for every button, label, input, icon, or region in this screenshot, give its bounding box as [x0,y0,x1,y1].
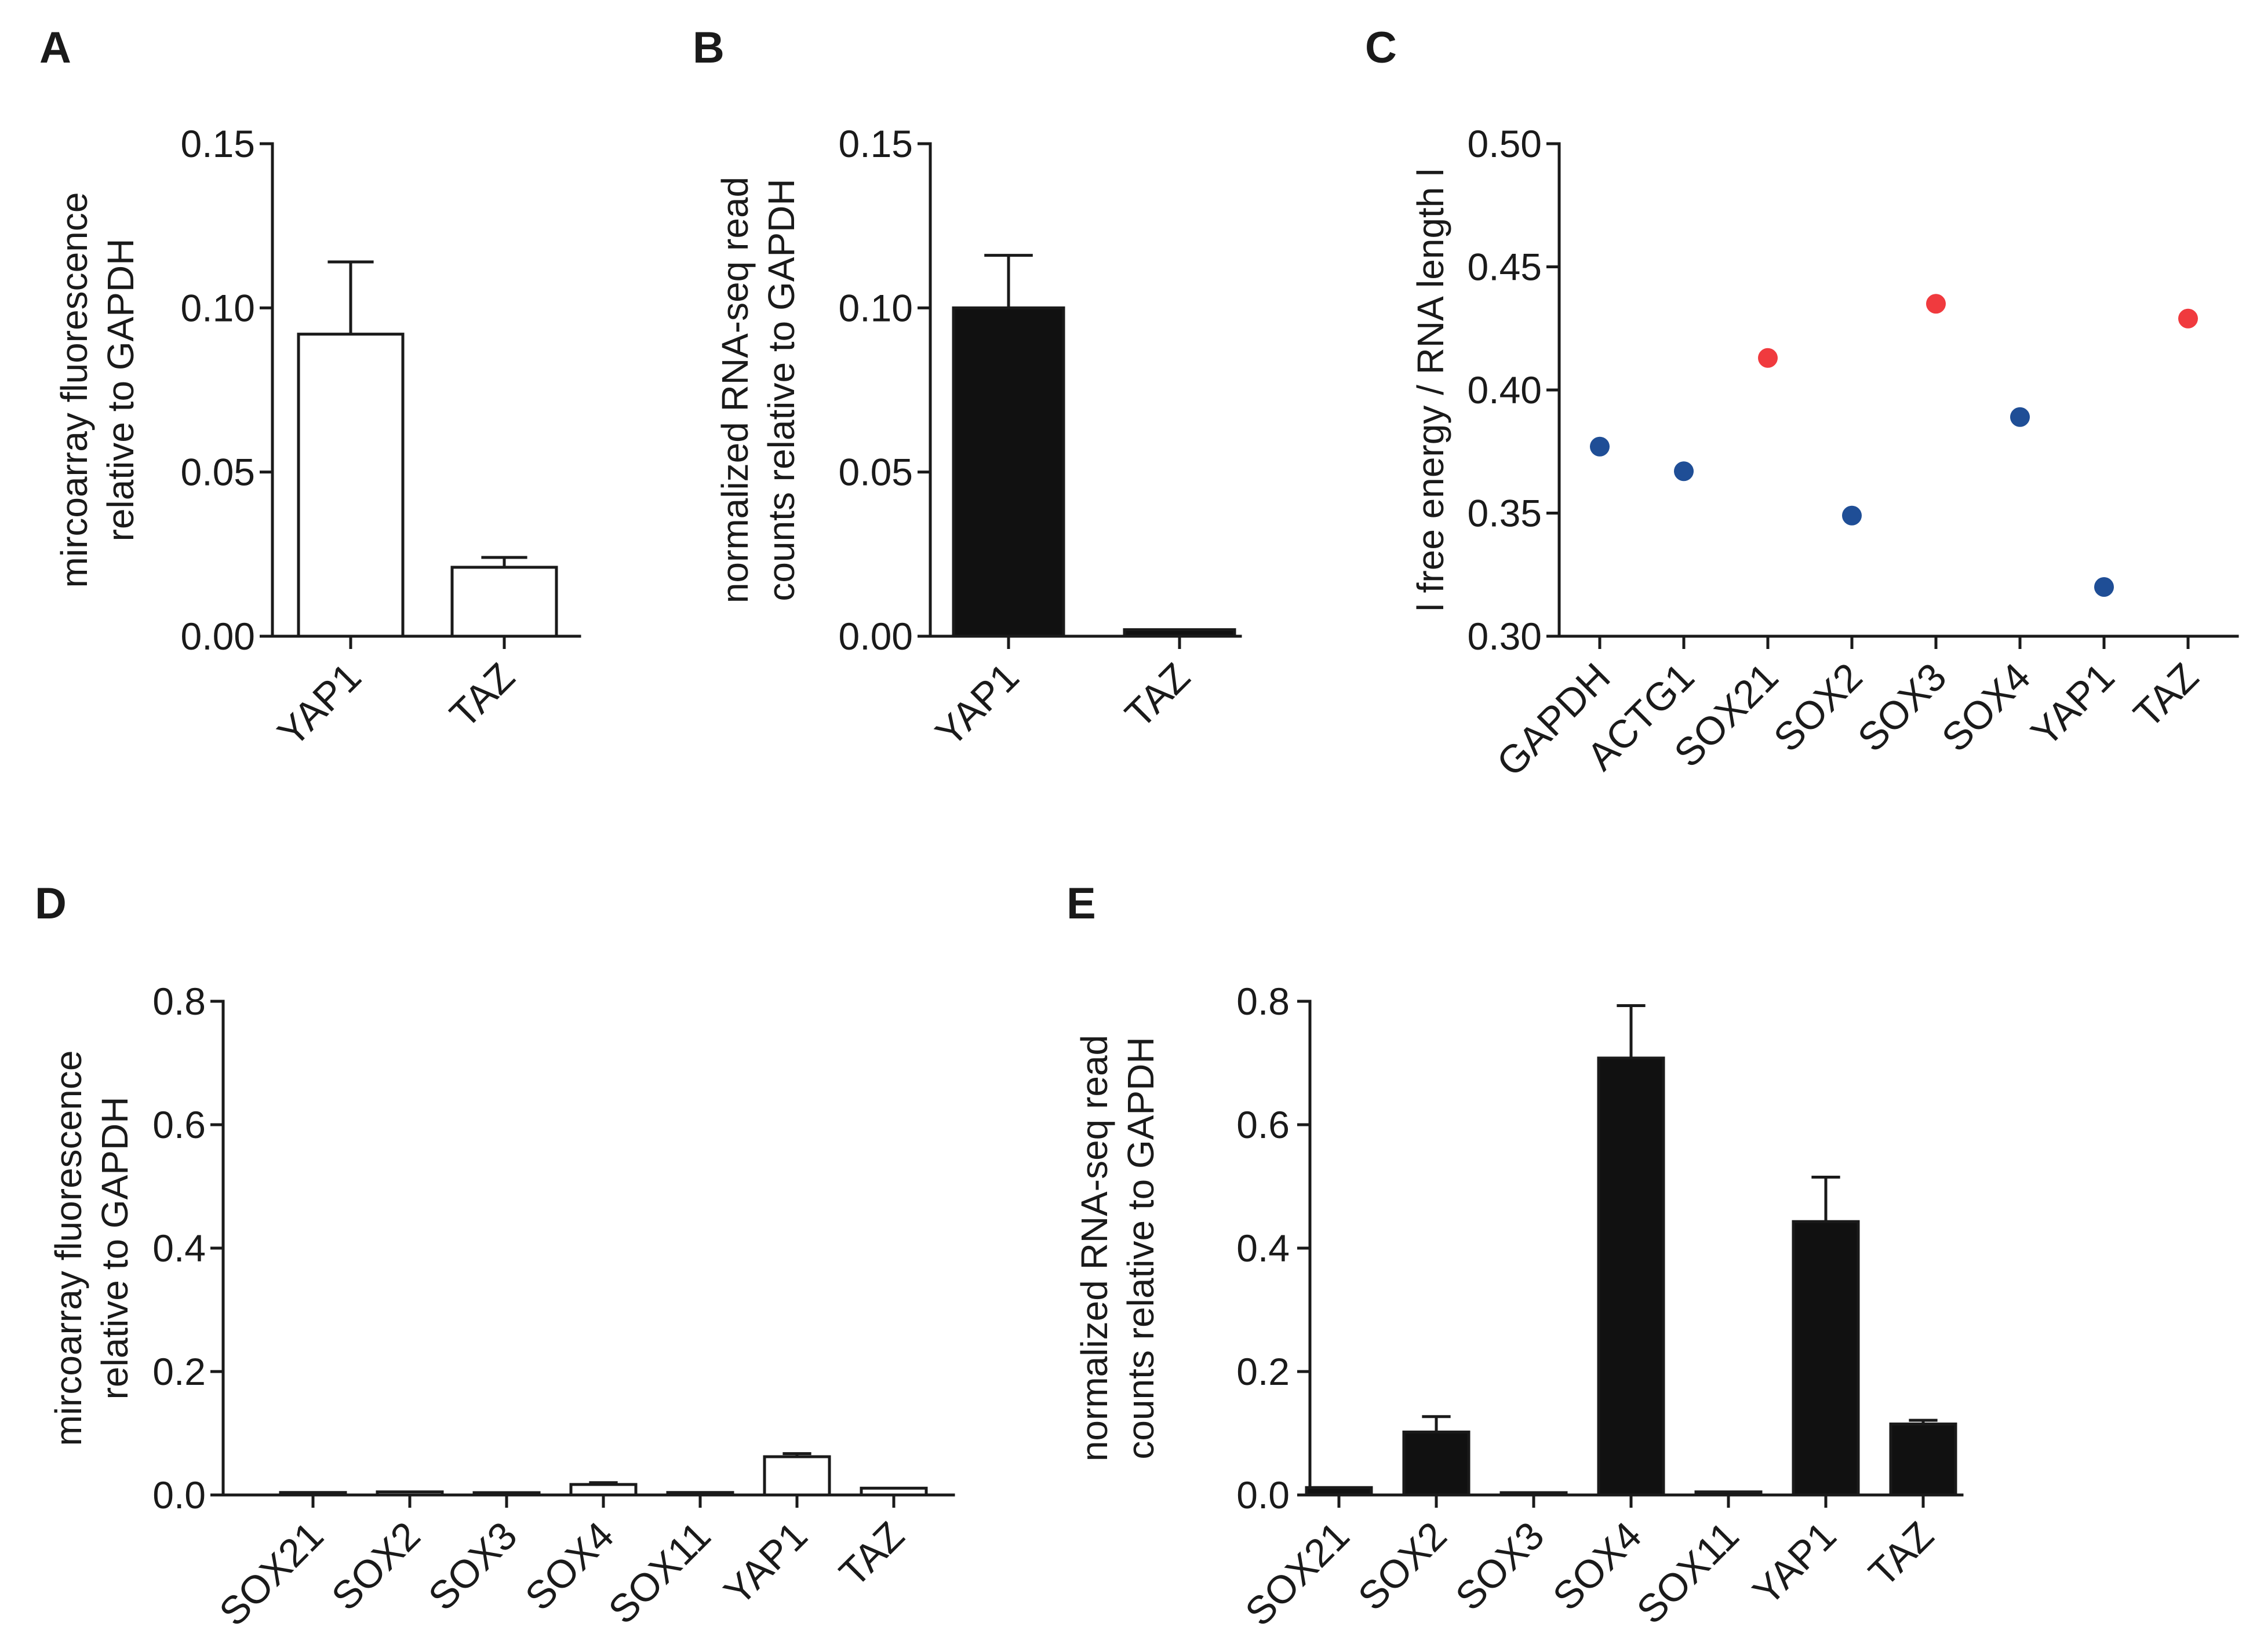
panel-a-y-axis-label: relative to GAPDH [100,239,141,542]
panel-d-y-tick-label: 0.8 [152,980,206,1023]
panel-d-bar-sox4 [569,1483,638,1497]
panel-e-bar-sox11 [1694,1490,1763,1497]
panel-c-y-tick-label: 0.40 [1468,369,1542,411]
panel-c-y-tick-label: 0.50 [1468,122,1542,165]
panel-letter-c: C [1365,23,1397,72]
panel-c-point-taz [2178,308,2198,329]
panel-letter-b: B [693,23,725,72]
panel-b-category-label: YAP1 [927,655,1027,755]
panel-c-category-label: TAZ [2125,655,2207,736]
panel-d-y-tick-label: 0.2 [152,1350,206,1393]
panel-e-category-label: YAP1 [1744,1514,1844,1614]
panel-b-chart: 0.00 0.05 0.10 0.15 normalized RNA-seq read c… [714,122,1242,755]
panel-b-bar-yap1 [952,306,1065,638]
panel-a-bar-taz [450,566,558,638]
panel-e-bar-taz [1889,1423,1957,1497]
panel-b-y-tick-label: 0.15 [839,122,913,165]
panel-b-y-axis-label: counts relative to GAPDH [760,178,802,601]
panel-c-category-label: YAP1 [2022,655,2123,755]
panel-b-y-axis-label: normalized RNA-seq read [714,177,756,603]
panel-c-point-sox3 [1926,294,1946,314]
panel-e-bar-yap1 [1792,1220,1860,1497]
panel-c-point-actg1 [1674,461,1694,482]
panel-d-category-label: YAP1 [715,1514,816,1614]
panel-letter-d: D [35,879,67,928]
panel-e-category-label: SOX3 [1447,1514,1553,1619]
panel-letter-e: E [1067,879,1096,928]
panel-c-point-sox2 [1842,505,1862,526]
panel-b-bar-taz [1123,628,1236,638]
panel-e-bar-sox3 [1499,1491,1568,1497]
panel-c-category-label: SOX3 [1850,655,1955,760]
panel-e-y-tick-label: 0.4 [1236,1227,1290,1270]
panel-c-point-sox21 [1758,348,1778,368]
panel-a-y-axis-label: mircoarray fluorescence [53,192,95,588]
panel-letter-a: A [39,23,71,72]
panel-d-bar-sox2 [376,1490,444,1497]
panel-e-y-axis-label: normalized RNA-seq read [1073,1035,1115,1461]
panel-c-y-tick-label: 0.35 [1468,492,1542,535]
panel-e-bar-sox4 [1597,1056,1665,1497]
panel-c-category-label: SOX4 [1934,655,2039,760]
panel-a-chart: 0.00 0.05 0.10 0.15 mircoarray fluorescence r… [53,122,581,755]
panel-c-category-label: SOX2 [1766,655,1871,760]
panel-a-category-label: YAP1 [269,655,369,755]
panel-a-y-tick-label: 0.10 [181,286,255,329]
panel-c-y-tick-label: 0.30 [1468,615,1542,658]
panel-d-bar-taz [860,1486,928,1497]
panel-d-chart: 0.0 0.2 0.4 0.6 0.8 mircoarray fluorescence re… [48,980,955,1635]
panel-b-y-tick-label: 0.00 [839,615,913,658]
panel-a-y-tick-label: 0.00 [181,615,255,658]
panel-e-y-axis-label: counts relative to GAPDH [1120,1037,1162,1459]
panel-d-category-label: SOX11 [600,1514,719,1632]
panel-d-y-tick-label: 0.6 [152,1103,206,1146]
panel-d-bar-sox3 [472,1491,541,1497]
panel-e-y-tick-label: 0.2 [1236,1350,1290,1393]
panel-c-point-yap1 [2094,577,2114,597]
panel-d-bar-sox21 [279,1491,347,1497]
panel-d-y-tick-label: 0.4 [152,1227,206,1270]
panel-d-category-label: TAZ [831,1514,913,1595]
panel-d-y-axis-label: relative to GAPDH [94,1097,136,1400]
panel-e-category-label: TAZ [1861,1514,1942,1595]
panel-a-category-label: TAZ [442,655,523,736]
panel-e-bar-sox21 [1305,1486,1373,1497]
panel-d-category-label: SOX21 [211,1514,332,1635]
panel-c-point-gapdh [1590,436,1610,457]
panel-e-y-tick-label: 0.0 [1236,1474,1290,1516]
panel-c-y-axis-label: l free energy / RNA length l [1410,169,1451,612]
panel-e-category-label: SOX11 [1628,1514,1747,1632]
panel-b-y-tick-label: 0.05 [839,451,913,494]
panel-e-chart: 0.0 0.2 0.4 0.6 0.8 normalized RNA-seq read co… [1073,980,1964,1635]
panel-d-category-label: SOX2 [323,1514,429,1619]
panel-a-bar-yap1 [297,333,405,638]
panel-a-y-tick-label: 0.05 [181,451,255,494]
panel-e-y-tick-label: 0.6 [1236,1103,1290,1146]
panel-c-y-tick-label: 0.45 [1468,246,1542,289]
panel-e-category-label: SOX2 [1350,1514,1455,1619]
panel-b-category-label: TAZ [1117,655,1199,736]
panel-d-bar-yap1 [763,1455,831,1497]
panel-b-y-tick-label: 0.10 [839,286,913,329]
panel-e-y-tick-label: 0.8 [1236,980,1290,1023]
panel-d-y-axis-label: mircoarray fluorescence [48,1051,89,1446]
panel-d-bar-sox11 [666,1491,734,1497]
panel-a-y-tick-label: 0.15 [181,122,255,165]
panel-d-y-tick-label: 0.0 [152,1474,206,1516]
panel-e-bar-sox2 [1402,1430,1470,1497]
panel-c-chart: 0.30 0.35 0.40 0.45 0.50 l free energy / RNA … [1410,122,2239,785]
panel-e-category-label: SOX21 [1237,1514,1358,1635]
panel-c-point-sox4 [2010,407,2030,427]
panel-d-category-label: SOX3 [420,1514,526,1619]
